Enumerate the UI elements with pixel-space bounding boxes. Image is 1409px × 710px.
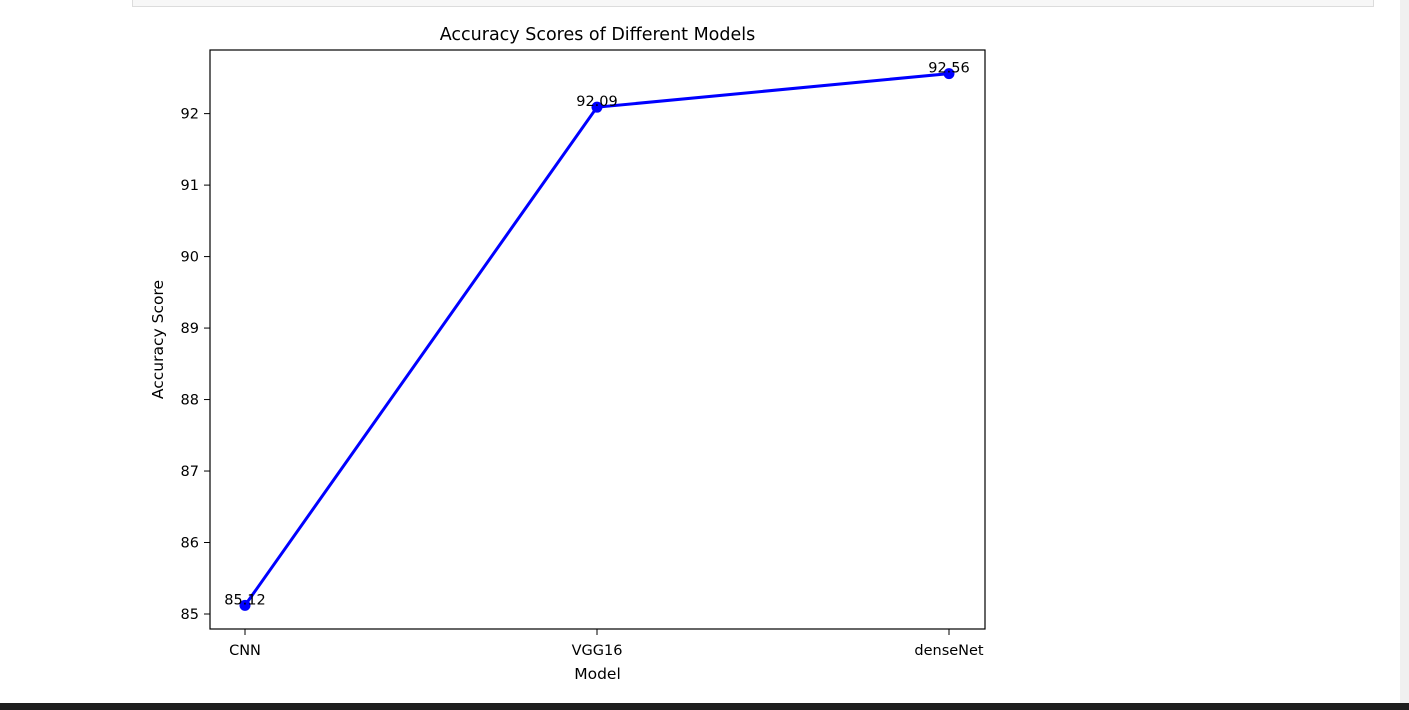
data-point-marker [943, 68, 955, 80]
y-axis-label: Accuracy Score [149, 280, 167, 399]
y-tick-label: 85 [181, 607, 199, 623]
data-label: 92.09 [576, 94, 618, 110]
chart-title: Accuracy Scores of Different Models [440, 25, 756, 45]
x-tick-label: denseNet [914, 643, 984, 659]
data-label: 92.56 [928, 61, 970, 77]
x-axis: CNN VGG16 denseNet [229, 629, 984, 659]
series-layer [239, 68, 955, 611]
y-tick-label: 86 [181, 536, 199, 552]
y-tick-label: 89 [181, 321, 199, 337]
data-label: 85.12 [224, 592, 266, 608]
x-tick-label: VGG16 [572, 643, 623, 659]
y-axis: 85 86 87 88 89 90 91 92 [181, 107, 210, 623]
y-tick-label: 91 [181, 178, 199, 194]
data-point-marker [591, 101, 603, 113]
y-tick-label: 88 [181, 393, 199, 409]
series-line [243, 72, 950, 607]
previous-cell-output [132, 0, 1374, 7]
x-tick-label: CNN [229, 643, 261, 659]
axes-frame [209, 49, 986, 630]
vertical-scrollbar[interactable] [1400, 0, 1409, 703]
y-tick-label: 87 [181, 464, 199, 480]
data-point-marker [239, 599, 251, 611]
bottom-status-bar [0, 703, 1409, 710]
x-axis-label: Model [574, 665, 621, 683]
y-tick-label: 92 [181, 107, 199, 123]
y-tick-label: 90 [181, 250, 199, 266]
data-labels: 85.12 92.09 92.56 [224, 61, 970, 609]
